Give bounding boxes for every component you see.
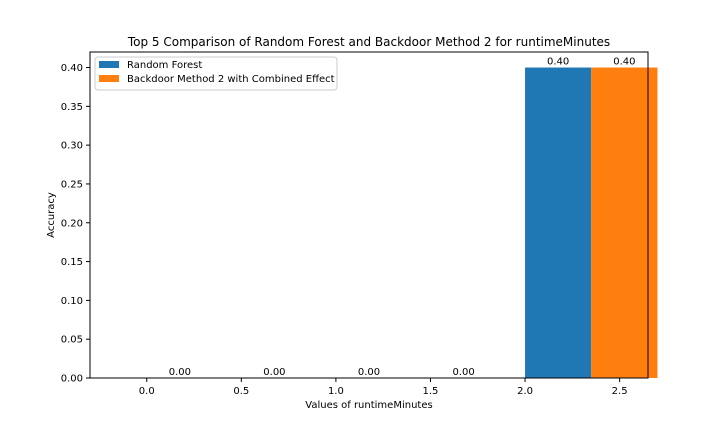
x-tick-label: 0.0 bbox=[139, 386, 155, 397]
x-tick-label: 1.0 bbox=[328, 386, 344, 397]
x-axis-label: Values of runtimeMinutes bbox=[305, 400, 432, 411]
x-tick-label: 1.5 bbox=[423, 386, 439, 397]
x-tick-label: 2.5 bbox=[612, 386, 628, 397]
plot-area: 0.00 0.00 0.00 0.00 0.40 0.40 bbox=[169, 57, 658, 379]
x-tick-label: 0.5 bbox=[233, 386, 249, 397]
data-label-series-1-4: 0.40 bbox=[547, 57, 569, 68]
legend-swatch-series-2 bbox=[99, 75, 119, 82]
data-label-series-1-0: 0.00 bbox=[169, 367, 191, 378]
y-tick-label: 0.10 bbox=[61, 296, 83, 307]
x-tick-label: 2.0 bbox=[517, 386, 533, 397]
legend-box bbox=[94, 56, 338, 91]
plot-frame bbox=[89, 51, 649, 379]
y-tick-label: 0.35 bbox=[61, 102, 83, 113]
legend-label-series-1: Random Forest bbox=[127, 60, 202, 71]
y-tick-label: 0.25 bbox=[61, 179, 83, 190]
x-axis: 0.0 0.5 1.0 1.5 2.0 2.5 bbox=[139, 378, 628, 397]
y-axis: 0.00 0.05 0.10 0.15 0.20 0.25 0.30 0.35 0.40 bbox=[61, 63, 90, 385]
y-tick-label: 0.40 bbox=[61, 63, 83, 74]
data-label-series-1-1: 0.00 bbox=[263, 367, 285, 378]
y-tick-label: 0.20 bbox=[61, 218, 83, 229]
y-axis-label: Accuracy bbox=[46, 192, 57, 238]
y-tick-label: 0.15 bbox=[61, 257, 83, 268]
y-tick-label: 0.05 bbox=[61, 335, 83, 346]
data-label-series-2-4: 0.40 bbox=[613, 57, 635, 68]
legend-label-series-2: Backdoor Method 2 with Combined Effect bbox=[127, 74, 335, 85]
data-label-series-1-2: 0.00 bbox=[358, 367, 380, 378]
chart-title: Top 5 Comparison of Random Forest and Ba… bbox=[127, 35, 610, 49]
bar-series-1-4 bbox=[525, 67, 592, 379]
legend-swatch-series-1 bbox=[99, 61, 119, 68]
bar-series-2-4 bbox=[591, 67, 658, 379]
legend: Random Forest Backdoor Method 2 with Comb… bbox=[94, 56, 338, 91]
data-label-series-1-3: 0.00 bbox=[452, 367, 474, 378]
y-tick-label: 0.30 bbox=[61, 141, 83, 152]
y-tick-label: 0.00 bbox=[61, 374, 83, 385]
